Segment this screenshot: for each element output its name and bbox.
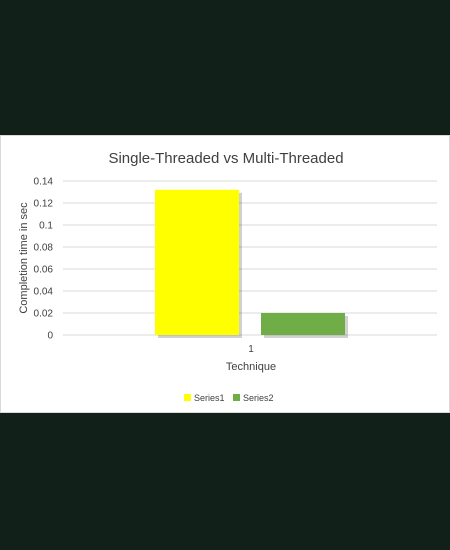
y-axis-label: Completion time in sec: [18, 202, 30, 314]
y-axis-ticks: 0 0.02 0.04 0.06 0.08 0.1 0.12 0.14: [34, 177, 54, 342]
x-axis-ticks: 1: [248, 344, 254, 355]
y-tick-label: 0.12: [34, 199, 54, 210]
x-tick-label: 1: [248, 344, 254, 355]
y-tick-label: 0.08: [34, 243, 54, 254]
y-tick-label: 0.02: [34, 309, 54, 320]
bar-series1: [155, 189, 239, 335]
y-tick-label: 0.04: [34, 287, 54, 298]
chart-title: Single-Threaded vs Multi-Threaded: [108, 150, 343, 167]
bar-chart: Single-Threaded vs Multi-Threaded 00.020…: [18, 150, 437, 403]
legend-swatch-series1: [184, 394, 191, 401]
chart-card: Single-Threaded vs Multi-Threaded 0 0.02 0…: [0, 135, 450, 413]
legend-swatch-series2: [233, 394, 240, 401]
y-tick-label: 0.1: [39, 221, 53, 232]
x-axis-label: Technique: [226, 361, 276, 373]
bar-series2: [261, 313, 345, 335]
y-tick-label: 0: [47, 331, 53, 342]
y-tick-label: 0.06: [34, 265, 54, 276]
legend-label-series1: Series1: [194, 393, 225, 403]
legend-label-series2: Series2: [243, 393, 274, 403]
y-tick-label: 0.14: [34, 177, 54, 188]
gridlines: [63, 180, 437, 336]
legend: Series1 Series2: [184, 393, 274, 403]
bars: [155, 189, 348, 338]
